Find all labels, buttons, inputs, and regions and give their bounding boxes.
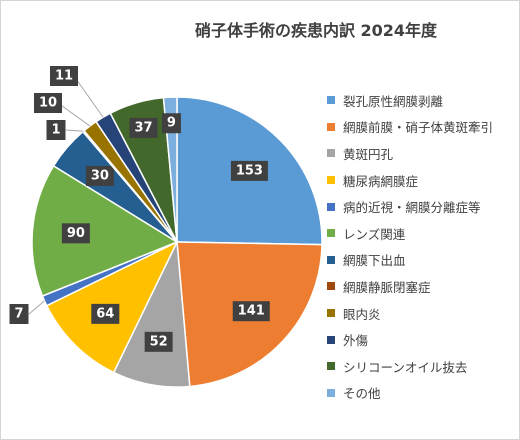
legend-label: シリコーンオイル抜去	[343, 359, 468, 375]
legend-item: レンズ関連	[327, 220, 493, 247]
legend: 裂孔原性網膜剥離網膜前膜・硝子体黄斑牽引 黄斑円孔糖尿病網膜症病的近視・網膜分離症…	[327, 87, 493, 406]
legend-swatch	[327, 176, 335, 185]
data-label-box	[34, 93, 62, 113]
data-label: 141	[238, 304, 265, 319]
legend-label: 病的近視・網膜分離症等	[343, 200, 481, 216]
legend-item: 黄斑円孔	[327, 140, 493, 167]
legend-label: レンズ関連	[343, 226, 406, 242]
legend-label: 糖尿病網膜症	[343, 173, 419, 189]
legend-label: 網膜下出血	[343, 253, 406, 269]
legend-item: その他	[327, 380, 493, 407]
data-label-box	[85, 165, 114, 186]
legend-label: 外傷	[343, 333, 369, 349]
data-label: 153	[236, 163, 263, 178]
legend-swatch	[327, 149, 335, 158]
legend-label: 網膜静脈閉塞症	[343, 279, 431, 295]
legend-label: 黄斑円孔	[343, 146, 394, 162]
data-label: 10	[39, 96, 57, 111]
legend-swatch	[327, 229, 335, 238]
leader-line	[73, 75, 104, 118]
legend-swatch	[327, 282, 335, 291]
legend-item: 糖尿病網膜症	[327, 167, 493, 194]
data-label: 90	[67, 226, 85, 241]
legend-label: 眼内炎	[343, 306, 381, 322]
legend-item: 網膜静脈閉塞症	[327, 273, 493, 300]
data-label: 1	[51, 123, 60, 138]
legend-label: 網膜前膜・硝子体黄斑牽引	[343, 120, 494, 136]
pie-slice	[162, 96, 178, 243]
legend-item: 外傷	[327, 326, 493, 353]
data-label: 11	[55, 69, 73, 84]
legend-label: その他	[343, 386, 381, 402]
legend-swatch	[327, 362, 335, 371]
legend-item: 網膜下出血	[327, 247, 493, 274]
data-label-box	[230, 160, 268, 181]
data-label: 9	[167, 116, 176, 131]
data-label: 64	[96, 306, 114, 321]
pie-slice	[31, 164, 179, 297]
legend-item: 病的近視・網膜分離症等	[327, 193, 493, 220]
leader-line	[65, 129, 84, 132]
data-label-box	[9, 304, 29, 324]
legend-item: 網膜前膜・硝子体黄斑牽引	[327, 114, 493, 141]
data-label: 30	[91, 168, 109, 183]
legend-swatch	[327, 335, 335, 344]
chart-title: 硝子体手術の疾患内訳 2024年度	[194, 21, 438, 40]
data-label: 7	[14, 307, 23, 322]
leader-line	[57, 102, 91, 127]
data-label: 37	[134, 120, 152, 135]
data-label-box	[50, 66, 78, 86]
data-label-box	[91, 303, 120, 324]
legend-item: 眼内炎	[327, 300, 493, 327]
legend-swatch	[327, 309, 335, 318]
legend-item: シリコーンオイル抜去	[327, 353, 493, 380]
data-label: 52	[150, 334, 168, 349]
data-label-box	[61, 223, 90, 244]
legend-swatch	[327, 96, 335, 105]
data-label-box	[161, 113, 181, 134]
legend-swatch	[327, 122, 335, 131]
legend-swatch	[327, 202, 335, 211]
legend-label: 裂孔原性網膜剥離	[343, 93, 444, 109]
data-label-box	[144, 331, 173, 352]
data-label-box	[129, 117, 158, 138]
data-label-box	[46, 120, 66, 140]
legend-item: 裂孔原性網膜剥離	[327, 87, 493, 114]
legend-swatch	[327, 255, 335, 264]
legend-swatch	[327, 388, 335, 397]
data-label-box	[232, 301, 270, 322]
leader-line	[28, 300, 45, 315]
